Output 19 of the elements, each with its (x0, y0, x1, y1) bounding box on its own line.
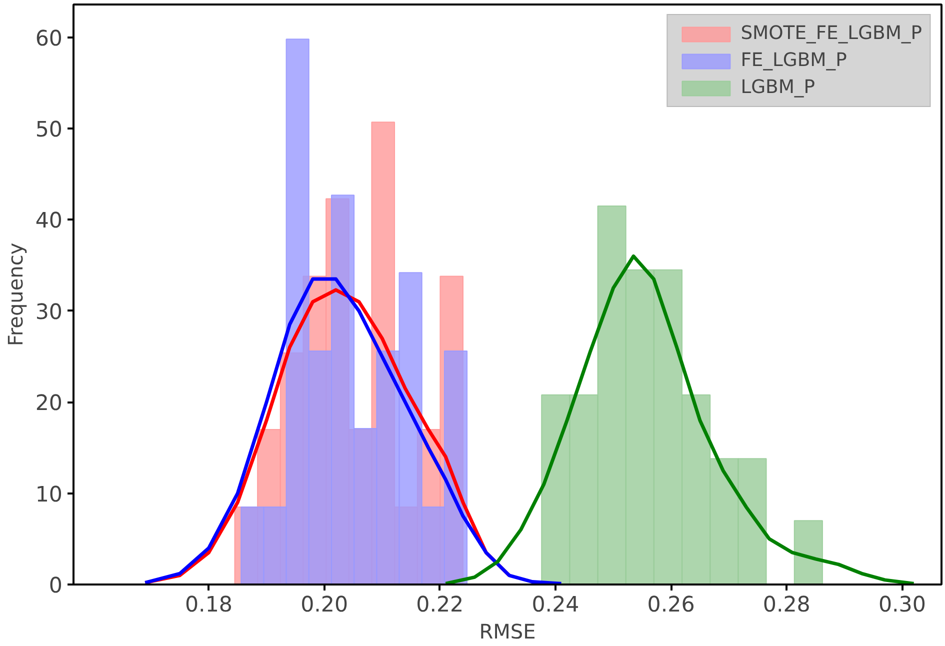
x-tick-label: 0.28 (762, 592, 810, 618)
legend-label: SMOTE_FE_LGBM_P (740, 23, 922, 44)
x-tick-label: 0.24 (532, 592, 580, 618)
legend-label: LGBM_P (740, 77, 816, 98)
x-tick-label: 0.18 (184, 592, 232, 618)
y-tick-label: 40 (35, 208, 62, 234)
y-tick-label: 0 (48, 574, 63, 598)
y-tick-label: 20 (35, 391, 62, 416)
x-tick-label: 0.22 (416, 592, 464, 618)
y-tick-label: 60 (35, 26, 62, 52)
y-tick-label: 30 (35, 300, 62, 325)
y-tick-label: 10 (35, 482, 62, 508)
x-tick-label: 0.26 (647, 592, 695, 618)
legend-label: FE_LGBM_P (740, 50, 847, 71)
x-axis-title: RMSE (479, 620, 536, 644)
x-tick-label: 0.20 (300, 592, 348, 618)
y-tick-label: 50 (35, 118, 62, 143)
y-axis-title: Frequency (3, 242, 28, 346)
x-tick-label: 0.30 (878, 592, 926, 618)
